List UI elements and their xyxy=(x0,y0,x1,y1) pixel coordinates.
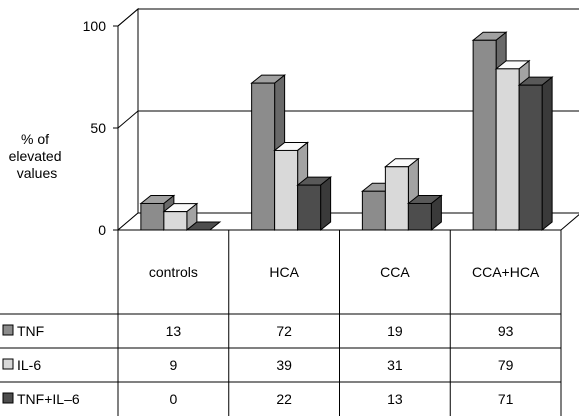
bar-front xyxy=(495,68,520,231)
category-label-CCA: CCA xyxy=(380,264,410,280)
table-value-TNF-CCA: 19 xyxy=(387,323,403,339)
bar-side xyxy=(541,76,553,232)
y-axis-label: % of elevated values xyxy=(9,131,66,181)
bar-front xyxy=(297,184,322,231)
legend-label-TNF: TNF xyxy=(17,323,44,339)
bar-front xyxy=(140,202,165,231)
table-value-IL-6-controls: 9 xyxy=(169,357,177,373)
y-tick-label-50: 50 xyxy=(90,120,106,136)
bar-controls-TNF xyxy=(139,194,176,232)
y-axis-label-line-1: % of xyxy=(21,131,49,147)
bar-front xyxy=(518,84,543,231)
table-value-IL-6-CCA: 31 xyxy=(387,357,403,373)
bar-front xyxy=(407,202,432,231)
bar-front xyxy=(274,149,299,231)
bar-CCA+HCA-TNF+IL–6 xyxy=(517,76,554,232)
gridline-100 xyxy=(117,8,579,27)
table-value-TNF+IL–6-CCA+HCA: 71 xyxy=(498,391,514,407)
bar-controls-IL-6 xyxy=(162,202,199,232)
bar-front xyxy=(361,190,386,231)
category-label-controls: controls xyxy=(149,264,198,280)
bar-side xyxy=(320,176,332,232)
legend-swatch-TNF xyxy=(2,324,14,336)
bar-front xyxy=(163,211,188,231)
y-axis-label-line-3: values xyxy=(17,165,57,181)
table-value-TNF+IL–6-controls: 0 xyxy=(169,391,177,407)
y-tick-label-0: 0 xyxy=(98,222,106,238)
table-value-TNF-CCA+HCA: 93 xyxy=(498,323,514,339)
table-value-TNF+IL–6-CCA: 13 xyxy=(387,391,403,407)
category-label-HCA: HCA xyxy=(269,264,299,280)
legend-swatch-TNF+IL–6 xyxy=(2,392,14,404)
bars xyxy=(139,31,554,232)
legend-label-IL-6: IL-6 xyxy=(17,357,41,373)
legend-swatch-IL-6 xyxy=(2,358,14,370)
y-axis-label-line-2: elevated xyxy=(9,148,62,164)
table-value-TNF-HCA: 72 xyxy=(276,323,292,339)
gridlines xyxy=(117,8,579,129)
category-label-CCA+HCA: CCA+HCA xyxy=(472,264,540,280)
bar-top xyxy=(185,221,222,231)
bar-HCA-TNF+IL–6 xyxy=(296,176,333,232)
table-value-TNF-controls: 13 xyxy=(166,323,182,339)
bar-front xyxy=(384,166,409,231)
bar-CCA-TNF+IL–6 xyxy=(406,194,443,232)
table-value-IL-6-HCA: 39 xyxy=(276,357,292,373)
legend-label-TNF+IL–6: TNF+IL–6 xyxy=(17,391,80,407)
data-table: controls HCA CCA CCA+HCA TNF 13 72 19 93 IL-6 9 39 3… xyxy=(0,230,562,416)
bar-front xyxy=(251,82,276,231)
y-tick-label-100: 100 xyxy=(83,18,107,34)
table-value-IL-6-CCA+HCA: 79 xyxy=(498,357,514,373)
table-value-TNF+IL–6-HCA: 22 xyxy=(276,391,292,407)
bar-front xyxy=(472,39,497,231)
bar-controls-TNF+IL–6 xyxy=(185,221,222,231)
y-axis-ticks: 0 50 100 xyxy=(83,18,119,238)
gridline-50 xyxy=(117,110,579,129)
